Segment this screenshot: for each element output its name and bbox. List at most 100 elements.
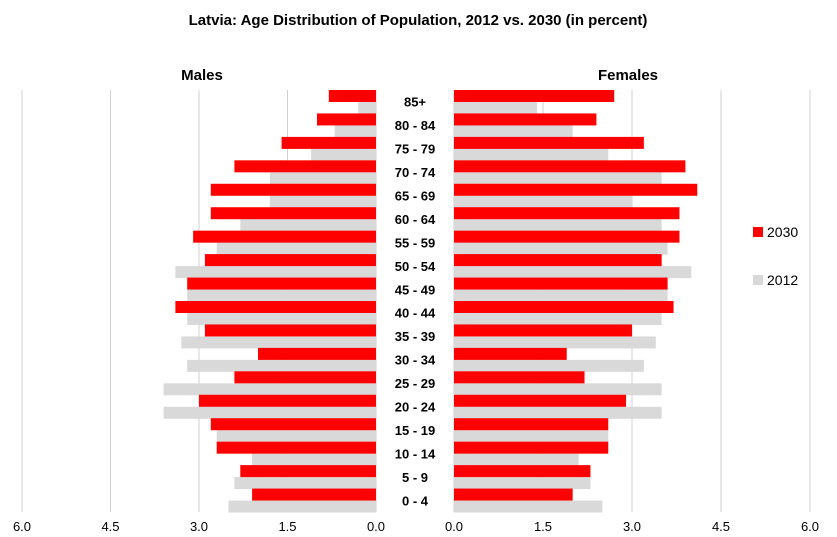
bar-2030-male — [258, 347, 376, 360]
bar-2030-female — [454, 324, 632, 337]
legend-swatch — [753, 275, 763, 285]
bar-2030-male — [187, 277, 376, 290]
x-tick-label-females: 1.5 — [534, 519, 552, 534]
age-group-label: 55 - 59 — [395, 235, 435, 250]
bar-2030-male — [204, 254, 376, 267]
bar-2012-male — [269, 195, 376, 208]
age-group-label: 0 - 4 — [402, 493, 429, 508]
age-group-label: 60 - 64 — [395, 212, 436, 227]
bar-2012-male — [187, 289, 376, 302]
bar-2030-male — [199, 394, 376, 407]
bar-2030-female — [454, 207, 680, 220]
bar-2030-female — [454, 418, 609, 431]
age-group-label: 45 - 49 — [395, 282, 435, 297]
bar-2030-male — [234, 160, 376, 173]
x-tick-label-females: 0.0 — [445, 519, 463, 534]
bar-2030-female — [454, 230, 680, 243]
bar-2012-male — [252, 453, 376, 466]
bar-2030-male — [234, 371, 376, 384]
x-tick-label-males: 1.5 — [278, 519, 296, 534]
bar-2012-female — [454, 242, 668, 255]
bar-2012-female — [454, 172, 662, 185]
bar-2030-male — [240, 465, 376, 478]
bar-2012-male — [334, 125, 376, 138]
bar-2030-male — [210, 418, 376, 431]
bar-2030-female — [454, 254, 662, 267]
age-group-label: 30 - 34 — [395, 353, 436, 368]
bar-2030-male — [204, 324, 376, 337]
x-tick-label-females: 6.0 — [801, 519, 819, 534]
bar-2030-male — [193, 230, 376, 243]
bar-2030-female — [454, 136, 644, 149]
bar-2030-male — [281, 136, 376, 149]
age-group-label: 75 - 79 — [395, 142, 435, 157]
bar-2012-male — [240, 219, 376, 232]
bar-2012-female — [454, 406, 662, 419]
x-tick-label-females: 4.5 — [712, 519, 730, 534]
age-group-labels: 85+ 80 - 84 75 - 79 70 - 74 65 - 69 60 - 64 55… — [395, 95, 436, 509]
bar-2030-female — [454, 183, 698, 196]
legend-swatch — [753, 227, 763, 237]
bar-2012-male — [216, 430, 376, 443]
bar-2030-female — [454, 160, 686, 173]
bar-2012-female — [454, 359, 644, 372]
age-group-label: 85+ — [404, 95, 426, 110]
bar-2030-male — [317, 113, 376, 126]
bar-2030-female — [454, 113, 597, 126]
bar-2012-male — [163, 406, 376, 419]
bar-2012-male — [181, 336, 376, 349]
bar-2012-female — [454, 453, 579, 466]
x-tick-label-males: 4.5 — [101, 519, 119, 534]
bar-2012-male — [358, 102, 376, 114]
age-group-label: 40 - 44 — [395, 306, 436, 321]
bar-2030-female — [454, 301, 674, 313]
age-group-label: 65 - 69 — [395, 189, 435, 204]
bar-2012-female — [454, 266, 692, 279]
bar-2030-male — [210, 183, 376, 196]
bar-2030-male — [216, 441, 376, 454]
bar-2012-male — [228, 500, 376, 513]
x-tick-label-females: 3.0 — [623, 519, 641, 534]
bar-2012-male — [163, 383, 376, 396]
males-label: Males — [181, 67, 223, 84]
age-group-label: 5 - 9 — [402, 470, 428, 485]
age-group-label: 20 - 24 — [395, 400, 436, 415]
bar-2012-male — [187, 313, 376, 325]
bar-2030-female — [454, 371, 585, 384]
bar-2012-male — [216, 242, 376, 255]
bar-2012-female — [454, 102, 538, 114]
age-group-label: 25 - 29 — [395, 376, 435, 391]
x-tick-label-males: 3.0 — [190, 519, 208, 534]
bar-2012-female — [454, 195, 632, 208]
bar-2030-female — [454, 90, 615, 102]
bar-2030-female — [454, 347, 567, 360]
bar-2030-male — [252, 488, 376, 501]
age-group-label: 70 - 74 — [395, 165, 436, 180]
bar-2012-female — [454, 219, 662, 232]
bar-2030-male — [210, 207, 376, 220]
bar-2012-male — [187, 359, 376, 372]
bar-2012-female — [454, 289, 668, 302]
bar-2030-male — [175, 301, 376, 313]
bar-2012-male — [234, 477, 376, 490]
bars — [163, 90, 698, 513]
x-tick-label-males: 0.0 — [367, 519, 385, 534]
legend: 2030 2012 — [753, 224, 798, 288]
age-group-label: 50 - 54 — [395, 259, 436, 274]
age-group-label: 15 - 19 — [395, 423, 435, 438]
bar-2012-female — [454, 313, 662, 325]
bar-2012-male — [311, 148, 376, 161]
bar-2030-female — [454, 488, 573, 501]
legend-label: 2030 — [767, 224, 798, 240]
bar-2012-male — [269, 172, 376, 185]
age-group-label: 80 - 84 — [395, 118, 436, 133]
bar-2012-female — [454, 500, 603, 513]
x-tick-label-males: 6.0 — [13, 519, 31, 534]
bar-2012-female — [454, 336, 656, 349]
chart-title: Latvia: Age Distribution of Population, … — [189, 12, 648, 29]
females-label: Females — [598, 67, 658, 84]
bar-2012-male — [175, 266, 376, 279]
bar-2012-female — [454, 125, 573, 138]
age-group-label: 10 - 14 — [395, 446, 436, 461]
